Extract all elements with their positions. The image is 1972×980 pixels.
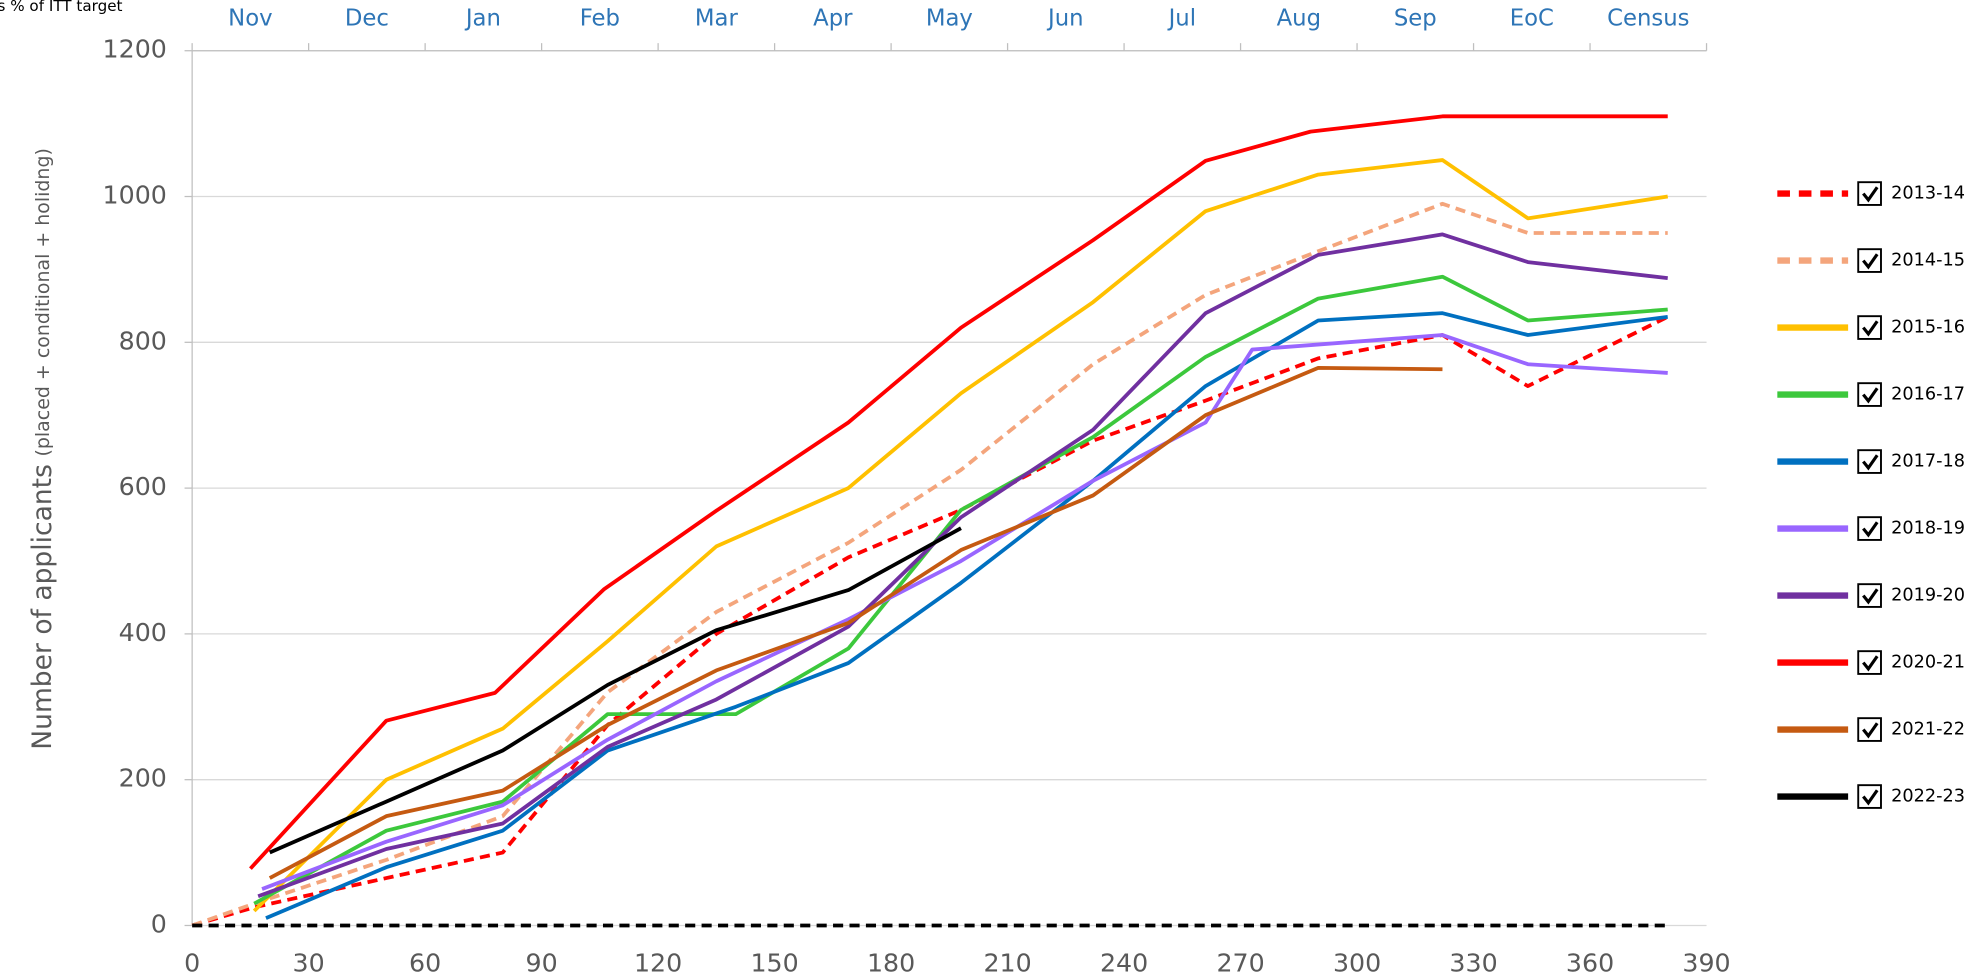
month-label: Jul [1167,6,1196,32]
month-label: Jan [464,6,501,32]
legend-item: 2013-14 [1777,181,1965,206]
series-line [252,158,1669,913]
legend-checkbox [1857,248,1882,273]
x-tick-label: 120 [634,949,682,978]
check-mark [1862,789,1879,806]
y-tick-label: 600 [119,472,167,501]
legend-item: 2016-17 [1777,382,1965,407]
month-label: May [926,6,973,32]
legend-checkbox [1857,583,1882,608]
annotation: s % of ITT target [0,0,123,15]
y-tick-label: 0 [151,909,167,938]
x-tick-label: 210 [983,949,1031,978]
x-tick-label: 150 [750,949,798,978]
legend-item: 2019-20 [1777,583,1965,608]
month-label: EoC [1510,6,1554,32]
legend-label: 2017-18 [1891,452,1965,472]
y-axis-title: Number of applicants (placed + conditiona… [26,148,57,750]
series-line [253,274,1668,906]
series-line [257,232,1668,899]
check-mark [1862,253,1879,270]
check-mark [1862,521,1879,538]
y-tick-label: 800 [119,326,167,355]
x-tick-label: 30 [293,949,325,978]
y-label: Number of applicants [26,464,57,750]
legend-label: 2020-21 [1891,653,1965,673]
month-label: Census [1607,6,1689,32]
y-tick-label: 1000 [103,181,167,210]
x-tick-label: 0 [184,949,200,978]
series-line [265,311,1668,920]
check-mark [1862,655,1879,672]
legend-label: 2015-16 [1891,318,1965,338]
legend-checkbox [1857,382,1882,407]
series-line [268,365,1443,880]
check-mark [1862,588,1879,605]
month-label: Mar [695,6,739,32]
legend-label: 2016-17 [1891,385,1965,405]
check-mark [1862,186,1879,203]
legend-item: 2022-23 [1777,784,1965,809]
legend-label: 2013-14 [1891,184,1965,204]
month-label: Jun [1046,6,1084,32]
x-tick-label: 300 [1333,949,1381,978]
check-mark [1862,454,1879,471]
legend-item: 2017-18 [1777,449,1965,474]
legend-label: 2014-15 [1891,251,1965,271]
legend-item: 2020-21 [1777,650,1965,675]
month-label: Sep [1394,6,1437,32]
month-label: Nov [228,6,272,32]
y-tick-label: 1200 [103,35,167,64]
legend-checkbox [1857,181,1882,206]
legend-label: 2022-23 [1891,787,1965,807]
month-label: Aug [1277,6,1321,32]
legend-checkbox [1857,650,1882,675]
x-tick-label: 240 [1100,949,1148,978]
legend-item: 2014-15 [1777,248,1965,273]
check-mark [1862,722,1879,739]
series-line [191,201,1668,928]
series-line [191,315,1669,928]
series-line [249,114,1668,870]
legend-label: 2021-22 [1891,720,1965,740]
legend-checkbox [1857,315,1882,340]
x-tick-label: 60 [409,949,441,978]
x-tick-label: 390 [1682,949,1730,978]
x-tick-label: 270 [1216,949,1264,978]
legend-item: 2018-19 [1777,516,1965,541]
check-mark [1862,387,1879,404]
x-tick-label: 180 [867,949,915,978]
legend-item: 2021-22 [1777,717,1965,742]
month-label: Apr [813,6,853,32]
legend-checkbox [1857,516,1882,541]
x-tick-label: 90 [526,949,558,978]
month-label: Dec [345,6,389,32]
legend-checkbox [1857,784,1882,809]
legend-checkbox [1857,449,1882,474]
x-tick-label: 360 [1566,949,1614,978]
month-label: Feb [580,6,620,32]
y-tick-label: 400 [119,618,167,647]
legend-label: 2019-20 [1891,586,1965,606]
legend-item: 2015-16 [1777,315,1965,340]
y-tick-label: 200 [119,764,167,793]
check-mark [1862,320,1879,337]
y-label-note: (placed + conditional + holidng) [31,148,53,456]
legend-label: 2018-19 [1891,519,1965,539]
legend-checkbox [1857,717,1882,742]
series-line [269,526,962,855]
series-line [261,333,1668,891]
x-tick-label: 330 [1449,949,1497,978]
